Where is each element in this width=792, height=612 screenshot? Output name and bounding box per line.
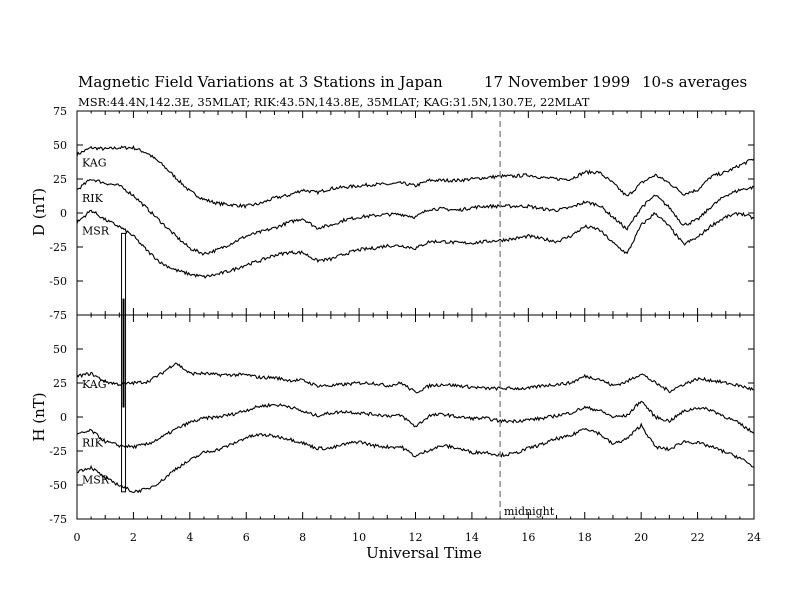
top-y-tick-label: 0 (60, 207, 67, 220)
x-tick-label: 8 (299, 531, 306, 544)
chart-date: 17 November 1999 (484, 73, 631, 91)
bottom-y-tick-label: -25 (49, 445, 67, 458)
x-tick-label: 4 (186, 531, 193, 544)
top-series-label-rik: RIK (82, 192, 104, 205)
top-y-tick-label: 50 (53, 139, 67, 152)
x-axis-label: Universal Time (366, 544, 482, 562)
x-tick-label: 6 (243, 531, 250, 544)
bottom-series-label-kag: KAG (82, 378, 107, 391)
x-tick-label: 16 (521, 531, 535, 544)
chart-subtitle: MSR:44.4N,142.3E, 35MLAT; RIK:43.5N,143.… (78, 95, 590, 109)
bottom-y-tick-label: 50 (53, 343, 67, 356)
bottom-series-kag (76, 362, 755, 394)
top-y-tick-label: 75 (53, 105, 67, 118)
x-tick-label: 18 (578, 531, 592, 544)
top-y-tick-label: -75 (49, 309, 67, 322)
chart-averaging: 10-s averages (642, 73, 748, 91)
top-panel-y-axis-label: D (nT) (30, 188, 48, 236)
x-tick-label: 14 (465, 531, 479, 544)
bottom-y-tick-label: -75 (49, 513, 67, 526)
x-tick-label: 24 (747, 531, 761, 544)
x-tick-label: 12 (409, 531, 423, 544)
x-tick-label: 20 (634, 531, 648, 544)
top-series-label-kag: KAG (82, 157, 107, 170)
midnight-annotation: midnight (504, 505, 555, 518)
bottom-panel-frame (76, 314, 755, 520)
bottom-series-rik (76, 400, 755, 450)
top-panel-frame (76, 110, 755, 316)
bottom-y-tick-label: 25 (53, 377, 67, 390)
x-tick-label: 22 (691, 531, 705, 544)
x-tick-label: 2 (130, 531, 137, 544)
top-y-tick-label: 25 (53, 173, 67, 186)
bottom-series-label-rik: RIK (82, 437, 104, 450)
bottom-panel-y-axis-label: H (nT) (30, 392, 48, 441)
bottom-series-label-msr: MSR (82, 473, 110, 486)
top-y-tick-label: -50 (49, 275, 67, 288)
top-series-kag (76, 145, 755, 209)
top-series-rik (76, 178, 755, 256)
x-tick-label: 0 (74, 531, 81, 544)
chart-title: Magnetic Field Variations at 3 Stations … (78, 73, 443, 91)
x-tick-label: 10 (352, 531, 366, 544)
bottom-y-tick-label: -50 (49, 479, 67, 492)
data-gap-marker (121, 232, 127, 493)
bottom-y-tick-label: 0 (60, 411, 67, 424)
top-series-label-msr: MSR (82, 225, 110, 238)
top-y-tick-label: -25 (49, 241, 67, 254)
bottom-series-msr (76, 422, 755, 494)
top-series-msr (76, 209, 755, 279)
